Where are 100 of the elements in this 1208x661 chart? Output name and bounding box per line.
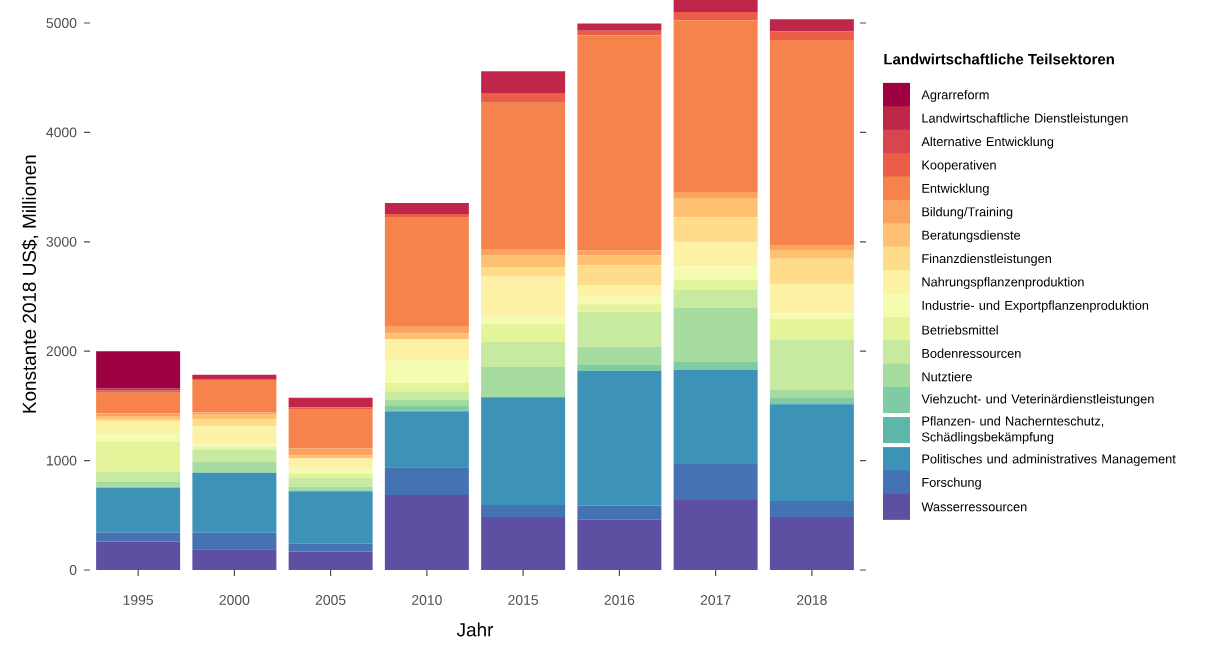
y-tick-label: 0	[69, 565, 77, 575]
bar	[384, 391, 469, 400]
bar	[288, 407, 373, 410]
bar	[769, 318, 854, 340]
bar	[96, 471, 181, 482]
x-tick-label: 2000	[219, 595, 250, 605]
bar	[673, 0, 758, 13]
bar	[769, 245, 854, 251]
bar	[96, 532, 181, 542]
bar	[96, 487, 181, 533]
bar	[673, 20, 758, 193]
bar	[769, 501, 854, 517]
bar	[577, 505, 662, 520]
bar	[96, 541, 181, 570]
legend-label: Viehzucht- und Veterinärdienstleistungen	[921, 394, 1154, 407]
x-tick-label: 2017	[700, 595, 731, 605]
legend-label: Nahrungspflanzenproduktion	[922, 277, 1084, 290]
bar	[192, 412, 277, 415]
legend-label: Pflanzen- und Nachernteschutz, Schädlingsbekämpfung	[922, 416, 1104, 444]
bar	[481, 367, 566, 398]
bar	[96, 442, 181, 472]
bar	[673, 307, 758, 362]
bar	[769, 39, 854, 246]
bar	[673, 217, 758, 243]
legend-label: Alternative Entwicklung	[921, 136, 1054, 149]
bar	[577, 370, 662, 506]
bar	[481, 102, 566, 249]
y-tick-label: 1000	[46, 455, 77, 466]
bar	[288, 551, 373, 570]
legend-label: Beratungsdienste	[922, 230, 1021, 243]
bar	[288, 478, 373, 487]
bar	[769, 390, 854, 398]
bar	[769, 258, 854, 284]
bar	[481, 341, 566, 368]
bar	[481, 323, 566, 342]
bar	[769, 516, 854, 570]
x-axis-title: Jahr	[456, 622, 494, 637]
bar	[673, 192, 758, 199]
bar	[192, 549, 277, 570]
bar	[384, 213, 469, 218]
bar	[384, 495, 469, 570]
bar	[481, 254, 566, 267]
legend-label: Betriebsmittel	[922, 325, 998, 335]
bar	[384, 217, 469, 327]
bar	[577, 265, 662, 286]
bar	[384, 399, 469, 406]
legend-label: Agrarreform	[921, 89, 989, 102]
bar	[192, 472, 277, 533]
bar	[384, 411, 469, 468]
bar	[384, 333, 469, 340]
bar	[577, 311, 662, 347]
bar	[481, 248, 566, 255]
legend-label: Nutztiere	[922, 371, 972, 382]
bar	[769, 404, 854, 502]
bar	[384, 467, 469, 496]
bar	[96, 351, 181, 389]
bar	[288, 448, 373, 456]
bar	[481, 93, 566, 103]
bar	[577, 30, 662, 36]
bar	[673, 369, 758, 464]
bar	[96, 392, 181, 414]
legend-label: Kooperativen	[922, 160, 996, 173]
x-tick-label: 1995	[123, 595, 154, 605]
bar	[192, 532, 277, 550]
bar	[192, 426, 277, 444]
y-tick-label: 3000	[46, 236, 77, 247]
bar	[384, 405, 469, 411]
bar	[288, 473, 373, 479]
bar	[288, 409, 373, 449]
bar	[96, 481, 181, 487]
bar	[769, 339, 854, 391]
bar	[481, 504, 566, 517]
x-tick-label: 2016	[604, 595, 635, 605]
legend-label: Politisches und administratives Management	[922, 454, 1176, 467]
bar	[769, 397, 854, 404]
legend-label: Bildung/Training	[922, 206, 1013, 219]
legend-label: Bodenressourcen	[922, 348, 1021, 358]
bar	[192, 449, 277, 462]
bar	[577, 255, 662, 266]
bar	[769, 250, 854, 259]
bar	[288, 455, 373, 459]
bar	[577, 519, 662, 570]
y-axis-title: Konstante 2018 US$, Millionen	[21, 155, 39, 413]
bar	[673, 279, 758, 290]
bar	[288, 491, 373, 544]
bar	[769, 19, 854, 32]
bar	[577, 346, 662, 365]
bar	[288, 397, 373, 408]
legend-label: Landwirtschaftliche Dienstleistungen	[922, 113, 1128, 126]
bar	[192, 379, 277, 413]
y-tick-label: 5000	[46, 18, 77, 28]
bar	[673, 12, 758, 21]
legend-title: Landwirtschaftliche Teilsektoren	[884, 53, 1114, 65]
bar	[673, 361, 758, 370]
bar	[288, 543, 373, 552]
bar	[288, 486, 373, 491]
bar	[577, 304, 662, 312]
bar	[384, 202, 469, 214]
bar	[673, 499, 758, 570]
legend-label: Industrie- und Exportpflanzenproduktion	[922, 300, 1149, 313]
